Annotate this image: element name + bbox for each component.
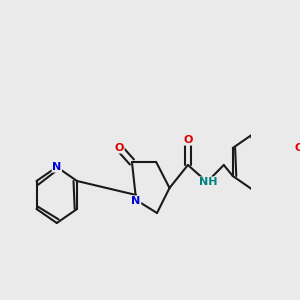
Text: N: N: [131, 196, 141, 206]
Text: NH: NH: [199, 177, 217, 187]
Text: O: O: [183, 135, 193, 145]
Text: O: O: [294, 143, 300, 153]
Text: N: N: [52, 162, 62, 172]
Text: O: O: [115, 143, 124, 153]
